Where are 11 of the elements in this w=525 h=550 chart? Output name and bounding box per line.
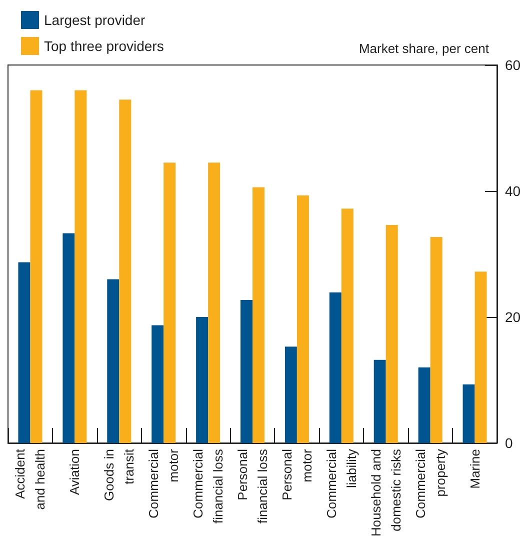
y-axis-title: Market share, per cent <box>358 41 490 56</box>
legend-label: Top three providers <box>44 38 164 54</box>
x-tick-label: Aviation <box>67 449 82 496</box>
y-tick-label: 20 <box>505 309 521 325</box>
x-tick-label: Accident and health <box>12 448 48 510</box>
y-tick-label: 0 <box>505 435 513 451</box>
y-tick-label: 40 <box>505 183 521 199</box>
x-tick-label: Marine <box>467 449 482 489</box>
x-tick-label: Goods in transit <box>102 448 137 502</box>
legend-label: Largest provider <box>44 12 146 28</box>
y-tick-label: 60 <box>505 57 521 73</box>
